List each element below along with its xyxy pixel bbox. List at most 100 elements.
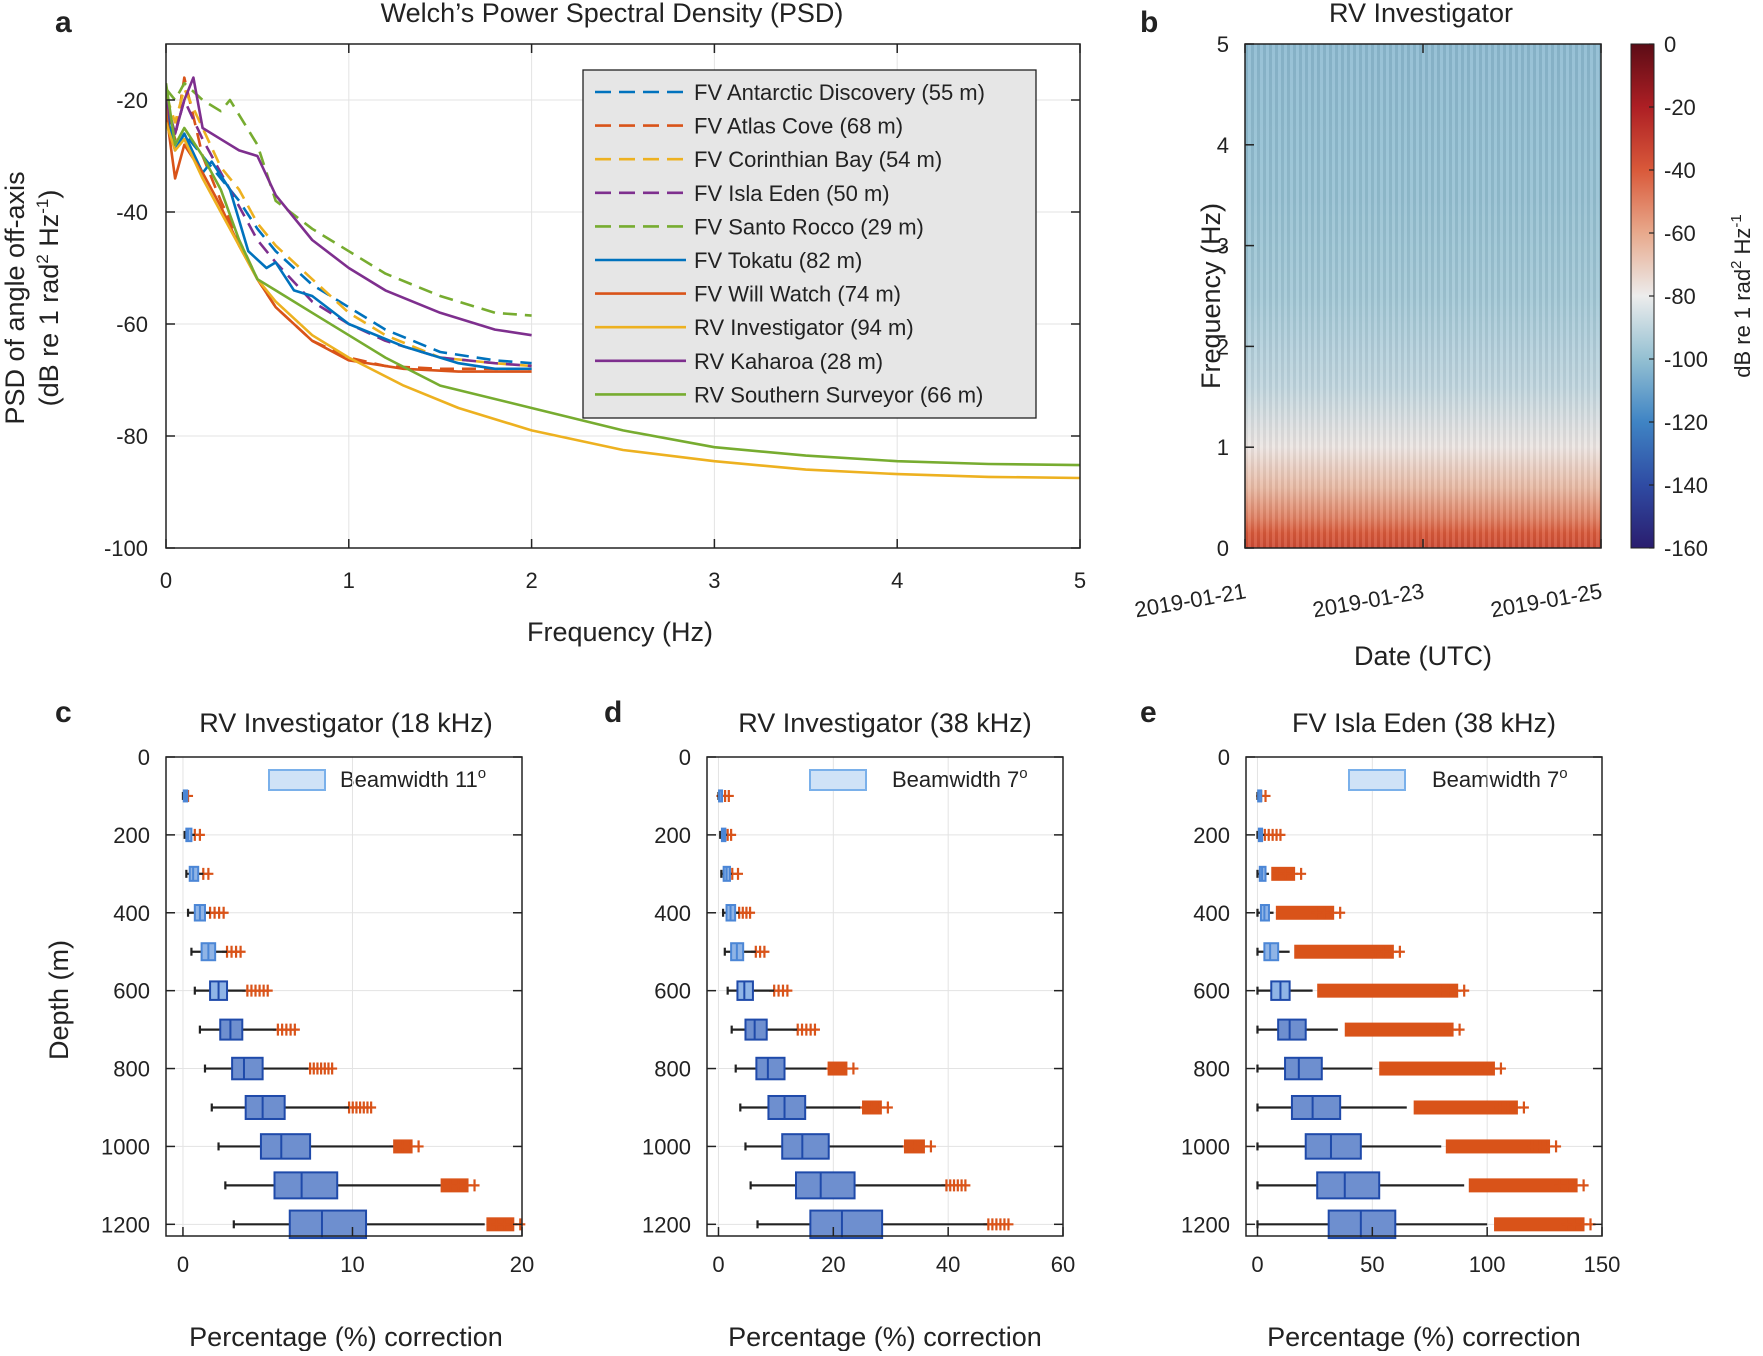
axes-box	[706, 756, 1064, 1237]
panel-d-title: RV Investigator (38 kHz)	[738, 708, 1032, 738]
box	[755, 1056, 786, 1081]
box	[288, 1209, 368, 1240]
panel-a-ylabel: PSD of angle off-axis (dB re 1 rad2 Hz-1…	[0, 171, 64, 424]
x-tick-label: 10	[340, 1252, 364, 1277]
outlier-marker	[1527, 1140, 1538, 1153]
box	[795, 1171, 856, 1200]
outlier-marker	[1260, 789, 1271, 802]
panel-b-spectrogram: b RV Investigator 0 1 2 3 4 5 2019-01-21 2019-0…	[1133, 0, 1755, 671]
x-tick-label: 1	[343, 568, 355, 593]
legend-swatch	[268, 769, 326, 791]
box	[767, 1094, 807, 1120]
y-tick-label: 3	[1217, 234, 1229, 259]
legend-label-9: RV Southern Surveyor (66 m)	[694, 382, 983, 407]
box	[809, 1209, 884, 1240]
panel-letter-a: a	[55, 6, 72, 39]
axes-box	[165, 756, 523, 1237]
box	[744, 1018, 768, 1041]
x-tick-label: 100	[1469, 1252, 1506, 1277]
x-tick-label: 0	[712, 1252, 724, 1277]
colorbar-tick-label: -60	[1664, 221, 1696, 246]
y-tick-label: 400	[1193, 901, 1230, 926]
y-tick-label: 1000	[101, 1134, 150, 1159]
outlier-marker	[235, 945, 246, 958]
x-tick-label: 0	[160, 568, 172, 593]
y-tick-label: 4	[1217, 133, 1229, 158]
panel-e-xlabel: Percentage (%) correction	[1267, 1322, 1581, 1351]
y-tick-label: 800	[113, 1057, 150, 1082]
series-line-5	[166, 110, 532, 371]
y-tick-label: 0	[679, 745, 691, 770]
panel-e-boxplot: e FV Isla Eden (38 kHz) Percentage (%) c…	[1140, 696, 1620, 1352]
x-tick-label: 2	[525, 568, 537, 593]
x-tick-label: 5	[1074, 568, 1086, 593]
legend-label-6: FV Will Watch (74 m)	[694, 282, 901, 307]
y-tick-label: -40	[116, 200, 148, 225]
outlier-marker	[218, 906, 229, 919]
outlier-marker	[1561, 1218, 1572, 1231]
x-tick-label: 40	[936, 1252, 960, 1277]
x-tick-label: 2019-01-25	[1489, 578, 1604, 622]
panel-e-plot: 0 50 100 150 0 200 400 600 800 1000 1200	[1181, 745, 1620, 1277]
outlier-marker	[1003, 1218, 1014, 1231]
outlier-marker	[759, 945, 770, 958]
outlier-band	[1294, 944, 1394, 959]
y-tick-label: 400	[654, 901, 691, 926]
x-tick-label: 60	[1051, 1252, 1075, 1277]
y-tick-label: 1000	[1181, 1134, 1230, 1159]
outlier-marker	[327, 1062, 338, 1075]
box	[1284, 1056, 1323, 1081]
panel-b-ylabel: Frequency (Hz)	[1196, 203, 1226, 389]
y-tick-label: 0	[138, 745, 150, 770]
colorbar-tick-label: -80	[1664, 284, 1696, 309]
box	[1327, 1209, 1397, 1240]
colorbar-label: dB re 1 rad2 Hz-1	[1728, 214, 1755, 378]
y-tick-label: 1200	[642, 1212, 691, 1237]
outlier-band	[1468, 1178, 1578, 1193]
panel-c-xlabel: Percentage (%) correction	[189, 1322, 503, 1351]
y-tick-label: 0	[1218, 745, 1230, 770]
legend-swatch	[809, 769, 867, 791]
outlier-band	[1413, 1100, 1518, 1115]
outlier-marker	[723, 789, 734, 802]
y-tick-label: 800	[1193, 1057, 1230, 1082]
outlier-marker	[745, 906, 756, 919]
colorbar-tick-label: -140	[1664, 473, 1708, 498]
series-line-8	[166, 76, 532, 337]
box	[1277, 1018, 1307, 1041]
x-tick-label: 3	[708, 568, 720, 593]
legend-label-7: RV Investigator (94 m)	[694, 315, 914, 340]
panel-letter-b: b	[1140, 6, 1158, 39]
outlier-marker	[262, 984, 273, 997]
spectrogram-texture	[1245, 44, 1601, 548]
y-tick-label: 200	[1193, 823, 1230, 848]
colorbar-tick-label: 0	[1664, 32, 1676, 57]
y-tick-label: 2	[1217, 334, 1229, 359]
panel-a-psd-chart: a Welch’s Power Spectral Density (PSD) 0…	[0, 0, 1086, 647]
y-tick-label: 600	[113, 979, 150, 1004]
panel-a-series	[166, 76, 1080, 480]
legend-label-2: FV Corinthian Bay (54 m)	[694, 147, 942, 172]
y-tick-label: 200	[113, 823, 150, 848]
panel-b-xlabel: Date (UTC)	[1354, 641, 1492, 671]
outlier-marker	[491, 1218, 502, 1231]
x-tick-label: 4	[891, 568, 903, 593]
legend-label-5: FV Tokatu (82 m)	[694, 248, 862, 273]
outlier-band	[1494, 1217, 1585, 1232]
x-tick-label: 0	[177, 1252, 189, 1277]
outlier-marker	[194, 828, 205, 841]
box	[244, 1094, 286, 1120]
x-tick-label: 150	[1584, 1252, 1621, 1277]
colorbar-tick-label: -40	[1664, 158, 1696, 183]
y-tick-label: -80	[116, 424, 148, 449]
legend-swatch	[1348, 769, 1406, 791]
box	[1263, 942, 1280, 962]
outlier-marker	[1311, 906, 1322, 919]
outlier-marker	[901, 1140, 912, 1153]
box	[781, 1133, 830, 1160]
outlier-band	[1379, 1061, 1495, 1076]
outlier-marker	[1554, 1179, 1565, 1192]
colorbar-ticks: 0 -20 -40 -60 -80 -100 -120 -140 -160	[1649, 32, 1708, 561]
